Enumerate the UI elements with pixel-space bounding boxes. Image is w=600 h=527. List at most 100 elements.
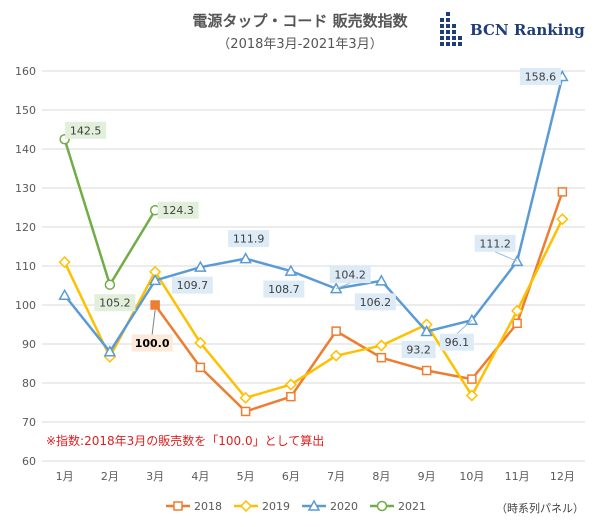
label-leader: [456, 319, 473, 335]
legend-label: 2018: [194, 500, 222, 513]
data-label: 108.7: [268, 283, 300, 296]
data-label: 93.2: [406, 344, 431, 357]
chart-title: 電源タップ・コード 販売数指数: [192, 12, 408, 30]
data-label-box: [228, 230, 270, 248]
data-point: [511, 304, 524, 317]
data-label: 106.2: [360, 296, 392, 309]
data-label-box: [401, 341, 436, 359]
x-tick-label: 7月: [327, 470, 345, 483]
data-label: 142.5: [70, 124, 102, 137]
data-point: [376, 352, 387, 363]
y-tick-label: 110: [15, 260, 36, 273]
x-tick-label: 9月: [418, 470, 436, 483]
data-point: [103, 345, 117, 357]
y-tick-label: 140: [15, 143, 36, 156]
data-point: [375, 339, 388, 352]
data-label: 100.0: [135, 337, 170, 350]
data-point: [240, 406, 251, 417]
x-tick-label: 5月: [237, 470, 255, 483]
y-tick-label: 150: [15, 104, 36, 117]
y-tick-label: 80: [22, 377, 36, 390]
x-tick-label: 2月: [101, 470, 119, 483]
data-point: [194, 260, 207, 272]
data-label: 105.2: [99, 297, 131, 310]
y-tick-label: 70: [22, 416, 36, 429]
series-2020: [58, 69, 569, 357]
legend-marker: [239, 499, 253, 513]
data-label: 96.1: [445, 336, 470, 349]
data-label-box: [171, 276, 213, 294]
legend-marker: [376, 500, 388, 512]
data-label: 109.7: [177, 279, 209, 292]
data-point: [512, 318, 522, 329]
data-point: [284, 264, 298, 276]
data-point: [465, 389, 478, 402]
legend-label: 2021: [398, 500, 426, 513]
data-point: [195, 362, 206, 373]
data-label-box: [65, 121, 107, 139]
data-label-box: [474, 234, 516, 252]
legend-label: 2020: [330, 500, 358, 513]
series-line-2021: [63, 138, 157, 286]
data-point: [286, 391, 296, 402]
data-label-box: [157, 201, 199, 219]
data-label-box: [94, 294, 136, 312]
data-point: [194, 336, 207, 349]
data-label-box: [329, 266, 371, 284]
data-point: [150, 300, 160, 310]
series-2019: [58, 213, 569, 404]
legend-marker: [173, 501, 183, 511]
logo-text: BCN Ranking: [470, 21, 585, 39]
data-point: [330, 349, 343, 362]
data-point: [58, 256, 71, 269]
data-point: [467, 374, 477, 384]
data-label: 111.2: [479, 237, 511, 250]
series-2021: [59, 134, 161, 290]
bcn-ranking-logo: BCN Ranking: [440, 12, 585, 48]
x-tick-label: 4月: [191, 470, 209, 483]
y-tick-label: 60: [22, 455, 36, 468]
y-tick-label: 120: [15, 221, 36, 234]
y-tick-label: 100: [15, 299, 36, 312]
x-tick-label: 1月: [56, 470, 74, 483]
data-point: [420, 324, 433, 337]
data-point: [239, 391, 252, 404]
y-tick-label: 90: [22, 338, 36, 351]
data-point: [331, 326, 341, 336]
bcn-logo-mark-icon: [440, 12, 462, 46]
data-label-box: [131, 334, 173, 352]
x-tick-label: 12月: [550, 470, 575, 483]
label-leader: [335, 282, 351, 290]
data-label: 111.9: [233, 233, 265, 246]
y-tick-label: 160: [15, 65, 36, 78]
data-label: 158.6: [525, 70, 557, 83]
legend-label: 2019: [262, 500, 290, 513]
data-label-box: [263, 280, 305, 298]
data-point: [284, 378, 297, 391]
x-tick-label: 3月: [146, 470, 164, 483]
x-tick-label: 11月: [505, 470, 530, 483]
data-point: [239, 252, 252, 264]
data-point: [58, 288, 71, 300]
data-point: [556, 213, 569, 226]
series-line-2019: [63, 218, 564, 400]
data-label-box: [519, 67, 561, 85]
x-tick-label: 8月: [372, 470, 390, 483]
data-label: 104.2: [334, 269, 366, 282]
y-tick-label: 130: [15, 182, 36, 195]
label-leader: [494, 251, 518, 262]
data-label-box: [439, 333, 474, 351]
data-point: [104, 279, 116, 290]
panel-label: （時系列パネル）: [496, 502, 584, 515]
data-label: 124.3: [162, 204, 194, 217]
legend-marker: [307, 499, 321, 511]
data-point: [421, 365, 432, 376]
data-point: [148, 273, 162, 286]
index-note: ※指数:2018年3月の販売数を「100.0」として算出: [46, 434, 325, 448]
data-point: [375, 274, 388, 286]
x-tick-label: 6月: [282, 470, 300, 483]
series-line-2020: [63, 76, 564, 354]
chart-subtitle: （2018年3月-2021年3月）: [217, 37, 383, 52]
data-label-box: [354, 293, 396, 311]
